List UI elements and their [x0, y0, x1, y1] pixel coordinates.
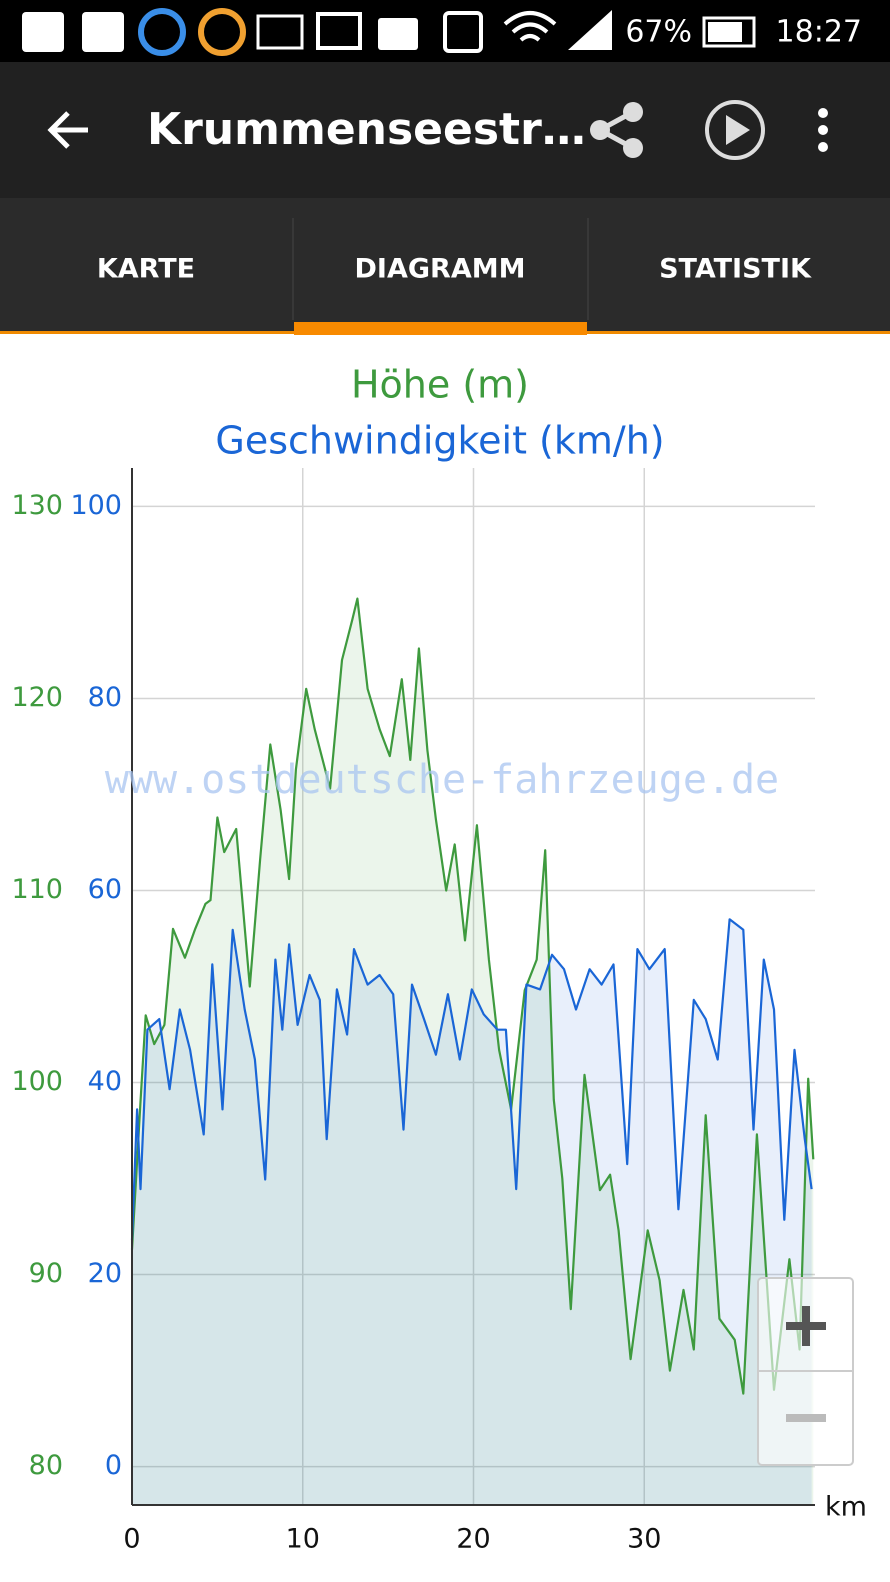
x-axis-label: km — [825, 1492, 867, 1523]
toolbar-title: Krummenseestr… — [147, 104, 586, 155]
y-tick-label: 130 — [11, 490, 63, 521]
chart: Höhe (m)Geschwindigkeit (km/h)8090100110… — [11, 363, 866, 1555]
y2-tick-label: 100 — [70, 490, 122, 521]
series-line — [130, 918, 813, 1241]
x-tick-label: 20 — [456, 1524, 490, 1555]
y-tick-label: 90 — [29, 1258, 63, 1289]
y-tick-label: 80 — [29, 1450, 63, 1481]
y2-tick-label: 0 — [105, 1450, 122, 1481]
y2-tick-label: 40 — [88, 1066, 122, 1097]
back-button[interactable] — [47, 111, 88, 149]
tab[interactable]: DIAGRAMM — [355, 254, 526, 285]
area-fill — [132, 919, 812, 1505]
tab[interactable]: STATISTIK — [659, 254, 812, 285]
x-tick-label: 10 — [286, 1524, 320, 1555]
y-tick-label: 120 — [11, 682, 63, 713]
watermark: www.ostdeutsche-fahrzeuge.de — [105, 757, 779, 803]
tab-bar — [0, 198, 890, 333]
battery-level: 67% — [625, 15, 692, 50]
legend-title: Höhe (m) — [351, 363, 529, 407]
y2-tick-label: 60 — [88, 874, 122, 905]
series-line — [130, 597, 815, 1395]
y2-tick-label: 80 — [88, 682, 122, 713]
x-tick-label: 0 — [123, 1524, 140, 1555]
notification-icons — [22, 8, 756, 56]
y2-tick-label: 20 — [88, 1258, 122, 1289]
area-fill — [132, 598, 814, 1505]
x-tick-label: 30 — [627, 1524, 661, 1555]
zoom-in[interactable] — [786, 1306, 826, 1346]
tab-indicator — [294, 322, 587, 335]
legend-title: Geschwindigkeit (km/h) — [215, 419, 664, 463]
share-button[interactable] — [590, 102, 643, 158]
y-tick-label: 100 — [11, 1066, 63, 1097]
zoom-controls — [757, 1277, 854, 1466]
tab[interactable]: KARTE — [97, 254, 195, 285]
overflow-menu[interactable] — [818, 108, 828, 152]
y-tick-label: 110 — [11, 874, 63, 905]
play-button[interactable] — [705, 100, 765, 160]
clock: 18:27 — [776, 15, 862, 50]
